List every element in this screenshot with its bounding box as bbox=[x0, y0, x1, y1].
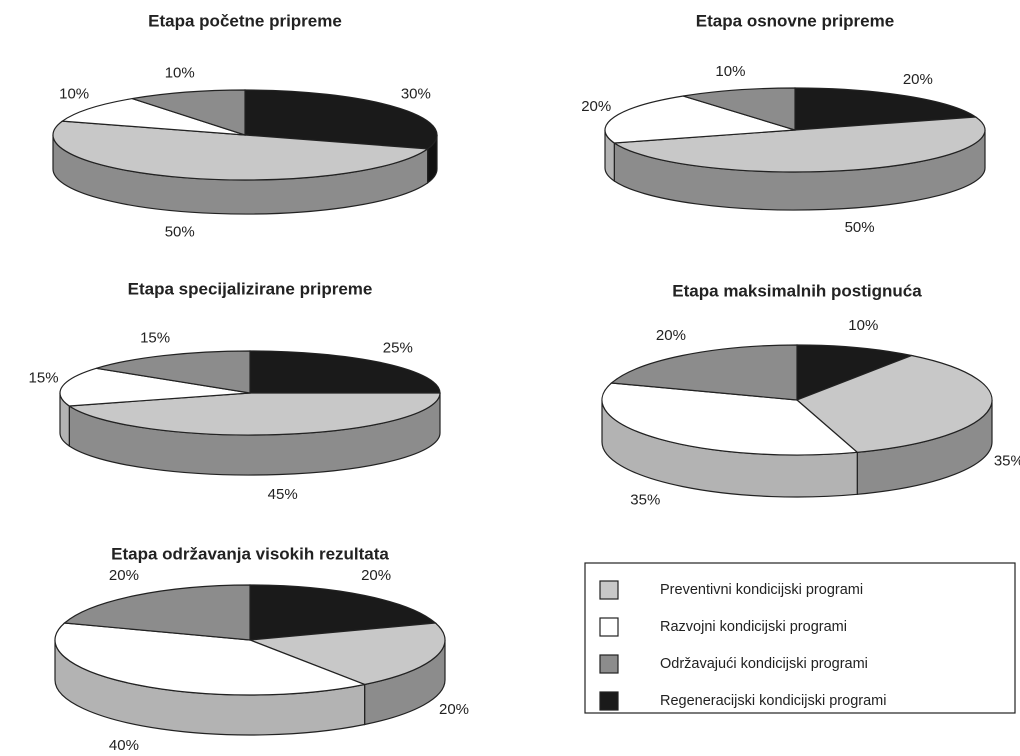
pie-slice bbox=[59, 367, 251, 407]
pie-slice bbox=[249, 622, 446, 686]
data-label: 10% bbox=[59, 86, 89, 103]
data-label: 50% bbox=[845, 219, 875, 236]
legend-swatch bbox=[599, 691, 619, 711]
legend-box bbox=[584, 562, 1016, 714]
legend-swatch bbox=[599, 654, 619, 674]
pie-slice bbox=[604, 95, 796, 144]
pie-slice bbox=[610, 344, 798, 401]
pie-slice bbox=[795, 354, 993, 453]
pie-slice bbox=[612, 116, 986, 173]
legend-label: Održavajući kondicijski programi bbox=[660, 656, 868, 672]
legend-label: Preventivni kondicijski programi bbox=[660, 582, 863, 598]
chart-title: Etapa početne pripreme bbox=[148, 11, 342, 30]
data-label: 35% bbox=[994, 452, 1020, 469]
data-label: 20% bbox=[109, 567, 139, 584]
chart-title: Etapa održavanja visokih rezultata bbox=[111, 544, 389, 563]
data-label: 45% bbox=[268, 486, 298, 503]
data-label: 20% bbox=[903, 71, 933, 88]
chart-title: Etapa specijalizirane pripreme bbox=[128, 279, 373, 298]
pie-slice bbox=[249, 584, 437, 641]
legend-swatch bbox=[599, 617, 619, 637]
data-label: 20% bbox=[439, 701, 469, 718]
pie-slice bbox=[244, 89, 438, 150]
pie-slice bbox=[67, 392, 441, 436]
data-label: 25% bbox=[383, 339, 413, 356]
pie-slice bbox=[601, 382, 859, 456]
data-label: 20% bbox=[361, 567, 391, 584]
data-label: 10% bbox=[165, 64, 195, 81]
pie-slice bbox=[52, 120, 430, 181]
pie-slice bbox=[96, 350, 251, 394]
pie-slice bbox=[60, 97, 246, 136]
pie-slice bbox=[794, 87, 978, 131]
data-label: 30% bbox=[401, 86, 431, 103]
legend-swatch bbox=[599, 580, 619, 600]
pie-slice bbox=[54, 622, 367, 696]
data-label: 15% bbox=[140, 329, 170, 346]
legend-label: Razvojni kondicijski programi bbox=[660, 619, 847, 635]
pie-slice bbox=[796, 344, 914, 401]
data-label: 50% bbox=[165, 223, 195, 240]
pie-slice bbox=[249, 350, 441, 394]
pie-slice bbox=[63, 584, 251, 641]
legend-label: Regeneracijski kondicijski programi bbox=[660, 693, 886, 709]
chart-title: Etapa maksimalnih postignuća bbox=[672, 281, 922, 300]
data-label: 10% bbox=[715, 63, 745, 80]
data-label: 10% bbox=[848, 317, 878, 334]
data-label: 20% bbox=[581, 98, 611, 115]
data-label: 20% bbox=[656, 327, 686, 344]
data-label: 35% bbox=[630, 492, 660, 509]
pie-slice bbox=[131, 89, 246, 136]
data-label: 15% bbox=[29, 369, 59, 386]
data-label: 40% bbox=[109, 737, 139, 754]
chart-title: Etapa osnovne pripreme bbox=[696, 11, 894, 30]
pie-slice bbox=[683, 87, 796, 131]
